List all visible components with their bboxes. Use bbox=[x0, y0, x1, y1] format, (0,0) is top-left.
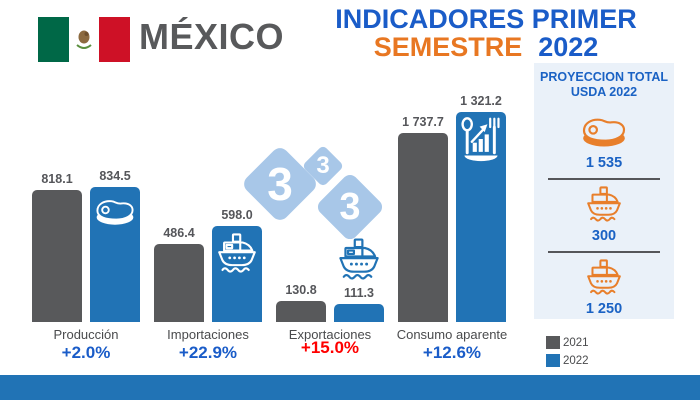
legend: 2021 2022 bbox=[546, 336, 589, 372]
legend-label: 2022 bbox=[563, 354, 589, 367]
value-label: 834.5 bbox=[99, 169, 131, 183]
value-label: 818.1 bbox=[41, 172, 73, 186]
change-label: +22.9% bbox=[178, 343, 238, 362]
ship-icon bbox=[587, 186, 621, 222]
watermark-digit: 3 bbox=[339, 185, 361, 228]
flag-red-stripe bbox=[99, 17, 131, 62]
bar-consumo-2021 bbox=[398, 133, 448, 322]
bar-importaciones-2021 bbox=[154, 244, 204, 322]
panel-divider bbox=[548, 178, 660, 180]
legend-item-2022: 2022 bbox=[546, 354, 589, 367]
watermark-333-diamond: 3 bbox=[301, 144, 345, 188]
main-title: INDICADORES PRIMER SEMESTRE 2022 bbox=[300, 5, 672, 61]
bar-exportaciones-2021 bbox=[276, 301, 326, 322]
panel-value-exports: 1 250 bbox=[585, 301, 623, 317]
title-semestre: SEMESTRE bbox=[373, 32, 523, 62]
flag-white-stripe bbox=[68, 17, 100, 62]
ship-icon bbox=[587, 259, 621, 295]
watermark-digit: 3 bbox=[267, 158, 293, 210]
bar-produccion-2021 bbox=[32, 190, 82, 322]
watermark-digit: 3 bbox=[316, 152, 330, 179]
category-label-produccion: Producción bbox=[53, 327, 119, 342]
usda-projection-panel: PROYECCION TOTAL USDA 2022 1 535 300 bbox=[534, 63, 674, 319]
panel-value-imports: 300 bbox=[591, 228, 617, 244]
value-label: 1 737.7 bbox=[402, 115, 444, 129]
footer-bar bbox=[0, 375, 700, 400]
legend-swatch-2021 bbox=[546, 336, 560, 349]
legend-swatch-2022 bbox=[546, 354, 560, 367]
category-label-exportaciones: Exportaciones bbox=[288, 327, 372, 342]
category-label-importaciones: Importaciones bbox=[167, 327, 249, 342]
legend-label: 2021 bbox=[563, 336, 589, 349]
change-label: +2.0% bbox=[61, 343, 111, 362]
bar-exportaciones-2022 bbox=[334, 304, 384, 322]
eagle-emblem-icon bbox=[76, 30, 92, 49]
value-label: 111.3 bbox=[344, 286, 374, 300]
value-label: 598.0 bbox=[221, 208, 253, 222]
country-title: MÉXICO bbox=[139, 16, 285, 57]
value-label: 1 321.2 bbox=[460, 94, 502, 108]
food-consumption-icon bbox=[461, 117, 500, 162]
panel-title: PROYECCION TOTAL USDA 2022 bbox=[534, 70, 674, 100]
value-label: 486.4 bbox=[163, 226, 195, 240]
watermark-333-diamond: 3 bbox=[314, 171, 386, 243]
mexico-flag bbox=[38, 17, 131, 62]
value-label: 130.8 bbox=[285, 283, 317, 297]
title-line1: INDICADORES PRIMER bbox=[335, 4, 637, 34]
ship-icon bbox=[218, 233, 256, 273]
steak-icon bbox=[96, 200, 134, 225]
panel-title-line1: PROYECCION TOTAL bbox=[539, 70, 668, 84]
panel-title-line2: USDA 2022 bbox=[570, 85, 638, 99]
category-label-consumo: Consumo aparente bbox=[396, 327, 508, 342]
title-line2: SEMESTRE 2022 bbox=[300, 33, 672, 61]
flag-green-stripe bbox=[38, 17, 69, 62]
change-label: +12.6% bbox=[422, 343, 482, 362]
change-label: +15.0% bbox=[300, 338, 360, 357]
panel-value-production: 1 535 bbox=[585, 155, 623, 171]
ship-icon bbox=[339, 238, 379, 280]
steak-icon bbox=[582, 118, 626, 147]
legend-item-2021: 2021 bbox=[546, 336, 589, 349]
panel-divider bbox=[548, 251, 660, 253]
title-year: 2022 bbox=[538, 32, 599, 62]
